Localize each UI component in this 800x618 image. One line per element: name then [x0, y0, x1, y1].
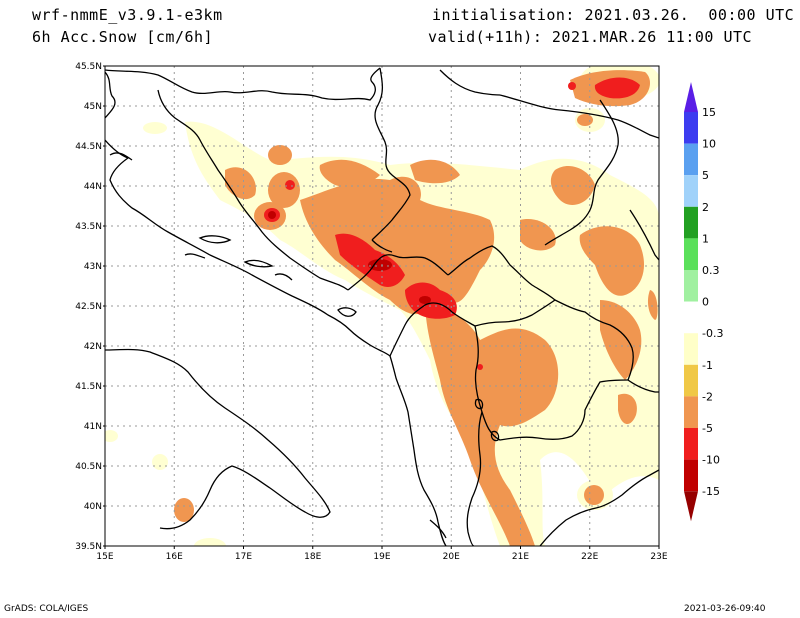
- lon-tick-label: 19E: [373, 552, 390, 562]
- colorbar-label: -1: [702, 359, 713, 372]
- colorbar-segment: [684, 364, 698, 397]
- lat-tick-label: 43N: [84, 262, 102, 272]
- colorbar-segment: [684, 270, 698, 302]
- lon-tick-label: 18E: [304, 552, 321, 562]
- lon-tick-label: 17E: [235, 552, 252, 562]
- initialisation-time: initialisation: 2021.03.26. 00:00 UTC: [432, 6, 795, 24]
- lat-tick-label: 42.5N: [75, 302, 102, 312]
- colorbar-label: -2: [702, 390, 713, 403]
- colorbar-label: 5: [702, 169, 709, 182]
- lon-tick-label: 16E: [166, 552, 183, 562]
- valid-time: valid(+11h): 2021.MAR.26 11:00 UTC: [428, 28, 753, 46]
- grid: [105, 66, 659, 546]
- lon-tick-label: 21E: [512, 552, 529, 562]
- lat-tick-label: 40N: [84, 502, 102, 512]
- colorbar: 15 10 5 2 1 0.3 0 -0.3 -1 -2 -5 -10 -15: [684, 82, 723, 522]
- grads-credit: GrADS: COLA/IGES: [4, 604, 89, 614]
- snow-moderate-areas: [174, 70, 658, 546]
- snow-extreme-areas: [268, 211, 431, 304]
- colorbar-segment: [684, 396, 698, 428]
- colorbar-label: 10: [702, 138, 716, 151]
- lat-tick-label: 41.5N: [75, 382, 102, 392]
- latitude-labels: 45.5N 45N 44.5N 44N 43.5N 43N 42.5N 42N 41.5N 41N…: [75, 62, 105, 552]
- colorbar-segment: [684, 459, 698, 492]
- colorbar-segment: [684, 238, 698, 270]
- lat-tick-label: 39.5N: [75, 542, 102, 552]
- lon-tick-label: 20E: [443, 552, 460, 562]
- lat-tick-label: 42N: [84, 342, 102, 352]
- lat-tick-label: 43.5N: [75, 222, 102, 232]
- colorbar-segment: [684, 112, 698, 144]
- lat-tick-label: 40.5N: [75, 462, 102, 472]
- lon-tick-label: 15E: [96, 552, 113, 562]
- colorbar-label: 15: [702, 106, 716, 119]
- lat-tick-label: 44N: [84, 182, 102, 192]
- colorbar-bottom-arrow: [684, 491, 698, 522]
- colorbar-label: -5: [702, 422, 713, 435]
- colorbar-label: 2: [702, 201, 709, 214]
- colorbar-label: 1: [702, 232, 709, 245]
- colorbar-segment: [684, 428, 698, 460]
- boundaries: [105, 67, 659, 546]
- model-name: wrf-nmmE_v3.9.1-e3km: [32, 6, 223, 24]
- lat-tick-label: 41N: [84, 422, 102, 432]
- lat-tick-label: 45N: [84, 102, 102, 112]
- colorbar-label: -10: [702, 454, 720, 467]
- colorbar-segment: [684, 206, 698, 239]
- colorbar-top-arrow: [684, 82, 698, 112]
- colorbar-label: -0.3: [702, 327, 723, 340]
- colorbar-segment: [684, 301, 698, 334]
- longitude-labels: 15E 16E 17E 18E 19E 20E 21E 22E 23E: [96, 546, 668, 562]
- lon-tick-label: 22E: [581, 552, 598, 562]
- field-name: 6h Acc.Snow [cm/6h]: [32, 28, 214, 46]
- colorbar-segment: [684, 143, 698, 176]
- colorbar-label: 0.3: [702, 264, 720, 277]
- snow-field: [105, 66, 659, 546]
- render-timestamp: 2021-03-26-09:40: [684, 604, 766, 614]
- lat-tick-label: 45.5N: [75, 62, 102, 72]
- lon-tick-label: 23E: [650, 552, 667, 562]
- colorbar-label: -15: [702, 485, 720, 498]
- colorbar-label: 0: [702, 296, 709, 309]
- colorbar-segment: [684, 333, 698, 365]
- lat-tick-label: 44.5N: [75, 142, 102, 152]
- colorbar-segment: [684, 175, 698, 207]
